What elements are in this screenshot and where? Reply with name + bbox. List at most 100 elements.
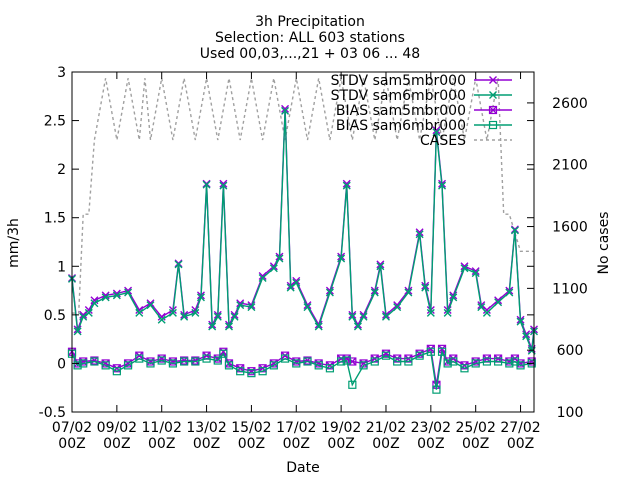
data-point xyxy=(247,367,256,376)
x-tick-label-date: 17/02 xyxy=(276,420,316,436)
series-4 xyxy=(72,78,534,314)
x-tick-label-date: 27/02 xyxy=(500,420,540,436)
data-point xyxy=(236,301,245,310)
legend-item-4: CASES xyxy=(420,133,512,149)
data-point xyxy=(269,264,278,273)
legend-label: STDV sam5mbr000 xyxy=(331,73,466,89)
series-0 xyxy=(68,104,538,353)
data-point-box xyxy=(342,356,351,365)
data-point xyxy=(219,347,228,356)
y-tick-label: 1.5 xyxy=(44,211,66,227)
data-point xyxy=(101,293,110,302)
data-point xyxy=(415,230,424,239)
data-point-box xyxy=(146,359,155,368)
data-point-box xyxy=(191,357,200,366)
data-point xyxy=(292,357,301,366)
data-point-box xyxy=(348,357,357,366)
data-point-box xyxy=(443,359,452,368)
data-point xyxy=(376,262,385,271)
data-point-box xyxy=(393,357,402,366)
x-tick-label-date: 25/02 xyxy=(456,420,496,436)
legend-label: CASES xyxy=(420,133,466,149)
data-point-box xyxy=(236,367,245,376)
data-point-box xyxy=(460,364,469,373)
data-point xyxy=(303,303,312,312)
data-point xyxy=(168,357,177,366)
data-point xyxy=(359,359,368,368)
data-point xyxy=(415,228,424,237)
data-point xyxy=(224,322,233,331)
data-point-box xyxy=(381,351,391,360)
legend-marker-box xyxy=(488,120,498,130)
data-point-box xyxy=(415,351,424,360)
y-tick-label: 1 xyxy=(57,259,66,275)
y2-tick-label: 100 xyxy=(557,405,584,421)
legend-item-2: BIAS sam5mbr000 xyxy=(336,103,512,119)
data-point xyxy=(208,322,217,331)
data-point xyxy=(84,308,93,317)
legend-marker-box xyxy=(488,105,498,115)
data-point-box xyxy=(348,380,357,389)
data-point-box xyxy=(101,361,110,370)
data-point xyxy=(348,312,357,321)
data-point xyxy=(438,181,447,190)
data-point-box xyxy=(471,359,480,368)
data-point xyxy=(449,293,458,302)
data-point xyxy=(73,327,82,336)
data-point-box xyxy=(224,361,234,370)
x-tick-label-hour: 00Z xyxy=(507,436,534,452)
y2-tick-label: 1600 xyxy=(552,220,588,236)
data-point xyxy=(460,264,469,273)
data-point-box xyxy=(269,361,278,370)
legend-item-0: STDV sam5mbr000 xyxy=(331,73,512,89)
legend-marker xyxy=(489,91,497,99)
data-point-box xyxy=(213,356,222,365)
chart-title: 3h Precipitation xyxy=(255,14,365,30)
data-point xyxy=(421,283,430,292)
data-point xyxy=(168,308,177,317)
data-point xyxy=(174,260,183,269)
data-point-box xyxy=(280,354,290,363)
data-point-box xyxy=(180,357,189,366)
data-point xyxy=(90,299,99,308)
data-point xyxy=(415,349,424,358)
data-point xyxy=(443,308,452,317)
plot-frame xyxy=(71,71,535,413)
legend-marker xyxy=(489,106,497,114)
data-point xyxy=(180,312,189,321)
axes-layer: -0.5 0 0.5 1 1.5 2 2.5 3 100 600 1100 1600 2100 2600 0… xyxy=(39,65,588,452)
data-point-box xyxy=(449,357,458,366)
data-point-box xyxy=(292,359,301,368)
y2-axis-label: No cases xyxy=(596,212,612,275)
data-point xyxy=(432,128,441,137)
data-point xyxy=(219,181,228,190)
data-point-box xyxy=(90,357,99,366)
data-point-box xyxy=(258,367,267,376)
data-point-box xyxy=(112,367,121,376)
data-point xyxy=(370,288,379,297)
data-point-box xyxy=(337,357,346,366)
x-tick-label-hour: 00Z xyxy=(193,436,220,452)
x-tick-label-date: 21/02 xyxy=(366,420,406,436)
data-point xyxy=(381,349,390,358)
legend-item-1: STDV sam6mbr000 xyxy=(331,88,512,104)
data-point xyxy=(101,291,110,300)
data-point xyxy=(281,106,290,115)
data-point xyxy=(510,226,519,235)
data-point xyxy=(258,272,267,280)
data-point xyxy=(292,276,301,285)
data-point xyxy=(79,312,88,321)
data-point xyxy=(505,288,514,297)
x-tick-label-date: 11/02 xyxy=(142,420,182,436)
data-point-box xyxy=(157,356,166,365)
x-tick-label-date: 07/02 xyxy=(52,420,92,436)
x-tick-label-hour: 00Z xyxy=(417,436,444,452)
data-point xyxy=(471,269,480,278)
data-point xyxy=(275,254,284,263)
data-point-box xyxy=(79,359,88,368)
data-point-box xyxy=(370,357,379,366)
data-point xyxy=(516,317,525,326)
legend-label: BIAS sam5mbr000 xyxy=(336,103,466,119)
data-point-box xyxy=(73,361,82,370)
